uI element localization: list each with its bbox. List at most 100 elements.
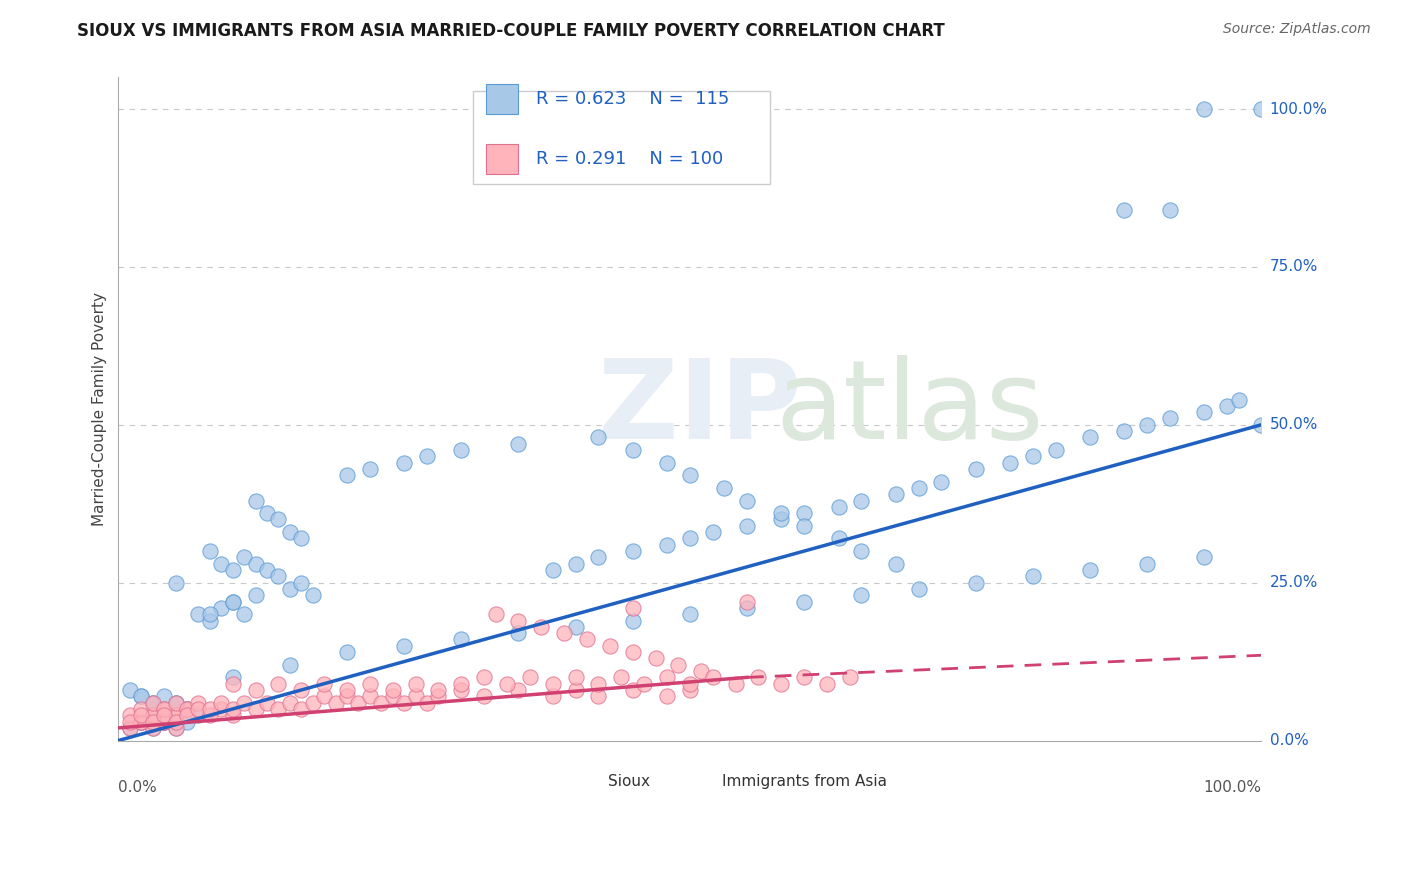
Point — [965, 462, 987, 476]
Point — [827, 500, 849, 514]
Point — [142, 708, 165, 723]
Point — [1194, 550, 1216, 565]
Point — [392, 696, 415, 710]
Point — [278, 582, 301, 596]
Point — [165, 714, 187, 729]
Point — [142, 721, 165, 735]
Point — [381, 690, 404, 704]
Point — [222, 676, 245, 690]
Point — [793, 506, 815, 520]
Point — [621, 614, 644, 628]
Point — [679, 676, 702, 690]
Point — [679, 532, 702, 546]
Point — [851, 544, 873, 558]
Point — [655, 456, 678, 470]
Point — [153, 708, 176, 723]
Point — [222, 594, 245, 608]
Point — [735, 600, 758, 615]
Point — [187, 696, 209, 710]
Point — [129, 714, 152, 729]
Point — [198, 607, 221, 622]
Point — [165, 708, 187, 723]
Point — [735, 518, 758, 533]
Point — [153, 714, 176, 729]
Point — [508, 683, 530, 698]
FancyBboxPatch shape — [472, 91, 770, 184]
Text: ZIP: ZIP — [599, 356, 801, 462]
Point — [142, 696, 165, 710]
Point — [1136, 417, 1159, 432]
Point — [176, 702, 198, 716]
Point — [222, 670, 245, 684]
Point — [209, 696, 232, 710]
Point — [153, 702, 176, 716]
Point — [770, 512, 793, 526]
Point — [1227, 392, 1250, 407]
Text: 50.0%: 50.0% — [1270, 417, 1317, 433]
Point — [907, 481, 929, 495]
Point — [541, 676, 564, 690]
Point — [256, 563, 278, 577]
Point — [541, 690, 564, 704]
Point — [621, 544, 644, 558]
Point — [450, 683, 472, 698]
FancyBboxPatch shape — [486, 84, 519, 114]
Point — [187, 708, 209, 723]
Point — [245, 557, 267, 571]
Point — [668, 657, 690, 672]
Point — [621, 443, 644, 458]
Point — [508, 626, 530, 640]
Point — [165, 708, 187, 723]
Point — [165, 721, 187, 735]
Text: atlas: atlas — [776, 356, 1045, 462]
Point — [679, 607, 702, 622]
Point — [165, 696, 187, 710]
Point — [176, 702, 198, 716]
Point — [553, 626, 575, 640]
Point — [851, 493, 873, 508]
Point — [450, 676, 472, 690]
Point — [129, 690, 152, 704]
Point — [508, 436, 530, 450]
Point — [702, 525, 724, 540]
Point — [931, 475, 953, 489]
Point — [1159, 411, 1181, 425]
Point — [359, 462, 381, 476]
Point — [165, 714, 187, 729]
Point — [222, 563, 245, 577]
Point — [1078, 430, 1101, 444]
Point — [336, 645, 359, 659]
Point — [965, 575, 987, 590]
Point — [278, 525, 301, 540]
Point — [165, 708, 187, 723]
Point — [564, 670, 586, 684]
Point — [416, 696, 439, 710]
Point — [267, 512, 290, 526]
FancyBboxPatch shape — [690, 773, 710, 790]
Point — [655, 690, 678, 704]
Point — [1194, 405, 1216, 419]
Point — [209, 702, 232, 716]
Point — [735, 493, 758, 508]
Point — [153, 702, 176, 716]
Point — [1159, 202, 1181, 217]
Text: R = 0.291    N = 100: R = 0.291 N = 100 — [536, 150, 723, 168]
Point — [508, 614, 530, 628]
Point — [485, 607, 508, 622]
Point — [655, 670, 678, 684]
Point — [644, 651, 666, 665]
Point — [1022, 450, 1045, 464]
Point — [530, 620, 553, 634]
Point — [245, 702, 267, 716]
Point — [588, 430, 610, 444]
Point — [153, 714, 176, 729]
Point — [839, 670, 862, 684]
Point — [176, 714, 198, 729]
Point — [884, 557, 907, 571]
Point — [198, 544, 221, 558]
Point — [165, 696, 187, 710]
Point — [884, 487, 907, 501]
Point — [256, 506, 278, 520]
Point — [747, 670, 769, 684]
Point — [370, 696, 392, 710]
